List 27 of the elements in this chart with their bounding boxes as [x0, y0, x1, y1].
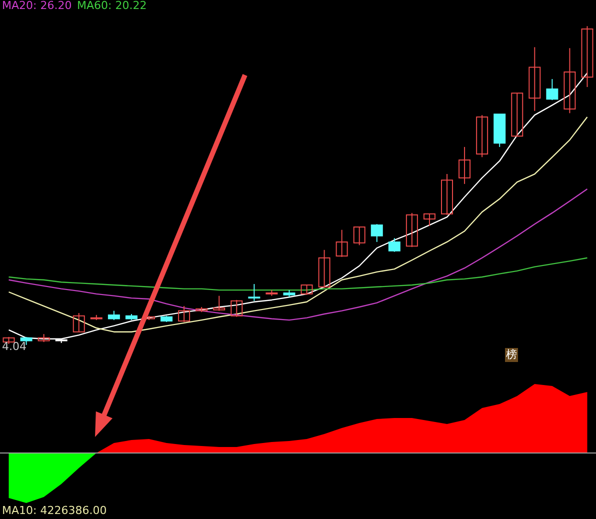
candlestick [423, 213, 436, 227]
candlestick [248, 284, 260, 302]
candlestick [300, 284, 313, 296]
candlestick [388, 238, 400, 252]
candlestick [370, 224, 383, 242]
annotation: 4.04 [2, 340, 26, 353]
candlestick [72, 312, 85, 332]
candlestick [528, 46, 541, 112]
candlestick [458, 146, 471, 184]
candlestick [336, 229, 348, 258]
candlestick [441, 174, 453, 216]
candlestick [230, 299, 243, 318]
candlestick [476, 114, 488, 158]
candlestick [406, 212, 418, 248]
candlestick [564, 48, 576, 114]
candlestick [318, 249, 330, 288]
candlestick [546, 78, 558, 101]
candlestick [511, 92, 524, 137]
candlestick [213, 295, 226, 312]
candlestick [581, 26, 594, 88]
text: MA20: 26.20 [2, 0, 72, 12]
text: MA10: 4226386.00 [2, 504, 107, 517]
text: 榜 [505, 348, 518, 362]
candlestick [178, 306, 190, 322]
text: MA60: 20.22 [77, 0, 147, 12]
candlestick [353, 226, 366, 246]
candlestick [108, 310, 120, 321]
